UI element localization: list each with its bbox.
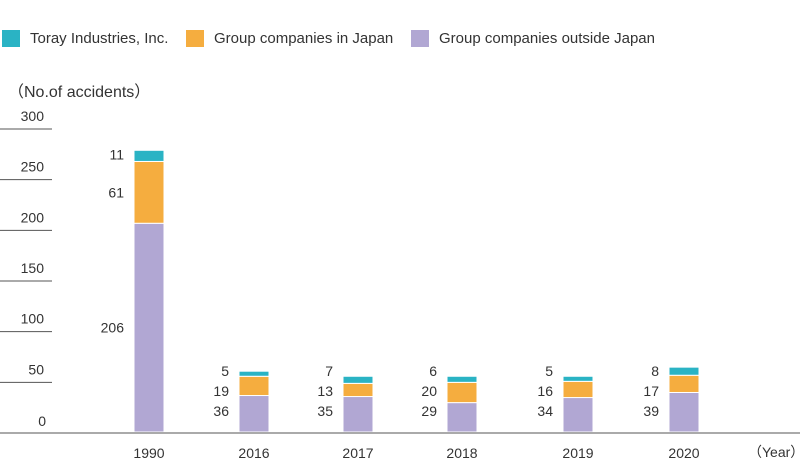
legend-label-toray: Toray Industries, Inc. <box>30 30 169 47</box>
data-label-2020-1: 17 <box>643 383 659 399</box>
y-tick-label-200: 200 <box>21 209 45 225</box>
bar-segment-2020-0 <box>668 391 700 433</box>
data-label-2016-1: 19 <box>213 383 229 399</box>
data-label-2018-1: 20 <box>421 383 437 399</box>
data-label-2020-2: 8 <box>651 363 659 379</box>
y-tick-label-0: 0 <box>38 413 46 429</box>
bar-segment-1990-1 <box>133 160 165 224</box>
data-label-1990-0: 206 <box>101 320 125 336</box>
legend-label-group-outside-japan: Group companies outside Japan <box>439 30 655 47</box>
legend-swatch-group-japan <box>186 30 204 47</box>
y-tick-label-150: 150 <box>21 260 45 276</box>
legend-label-group-japan: Group companies in Japan <box>214 30 394 47</box>
data-label-2019-1: 16 <box>537 383 553 399</box>
data-label-2018-0: 29 <box>421 403 437 419</box>
bar-segment-2017-2 <box>342 375 374 384</box>
legend-swatch-toray <box>2 30 20 47</box>
x-tick-label-1990: 1990 <box>133 445 164 461</box>
bar-segment-2018-2 <box>446 375 478 383</box>
bar-segment-2016-2 <box>238 370 270 377</box>
bar-segment-2020-2 <box>668 366 700 376</box>
y-tick-label-300: 300 <box>21 108 45 124</box>
data-label-2017-2: 7 <box>325 363 333 379</box>
data-label-1990-1: 61 <box>108 184 124 200</box>
data-label-2016-0: 36 <box>213 403 229 419</box>
bar-segment-1990-2 <box>133 149 165 162</box>
bar-segment-2017-0 <box>342 396 374 433</box>
bar-segment-1990-0 <box>133 222 165 433</box>
legend-swatch-group-outside-japan <box>411 30 429 47</box>
data-label-2020-0: 39 <box>643 403 659 419</box>
x-tick-label-2020: 2020 <box>668 445 699 461</box>
data-label-2018-2: 6 <box>429 363 437 379</box>
bar-segment-2019-1 <box>562 380 594 399</box>
x-tick-label-2019: 2019 <box>562 445 593 461</box>
bar-segment-2018-0 <box>446 402 478 433</box>
data-label-2017-0: 35 <box>317 403 333 419</box>
x-axis-year-label: （Year） <box>748 444 800 460</box>
y-tick-label-50: 50 <box>28 361 44 377</box>
x-tick-label-2017: 2017 <box>342 445 373 461</box>
y-axis-unit-label: （No.of accidents） <box>8 84 151 101</box>
bar-segment-2019-0 <box>562 397 594 433</box>
y-tick-label-250: 250 <box>21 159 45 175</box>
y-tick-label-100: 100 <box>21 311 45 327</box>
x-tick-label-2016: 2016 <box>238 445 269 461</box>
data-label-2016-2: 5 <box>221 363 229 379</box>
bar-segment-2016-1 <box>238 375 270 397</box>
x-tick-label-2018: 2018 <box>446 445 477 461</box>
bar-segment-2018-1 <box>446 381 478 404</box>
data-label-1990-2: 11 <box>109 146 124 162</box>
bar-segment-2016-0 <box>238 395 270 433</box>
data-label-2019-0: 34 <box>537 403 553 419</box>
data-label-2017-1: 13 <box>317 383 333 399</box>
bar-segment-2017-1 <box>342 382 374 398</box>
data-label-2019-2: 5 <box>545 363 553 379</box>
bar-segment-2020-1 <box>668 374 700 393</box>
bar-segment-2019-2 <box>562 375 594 382</box>
